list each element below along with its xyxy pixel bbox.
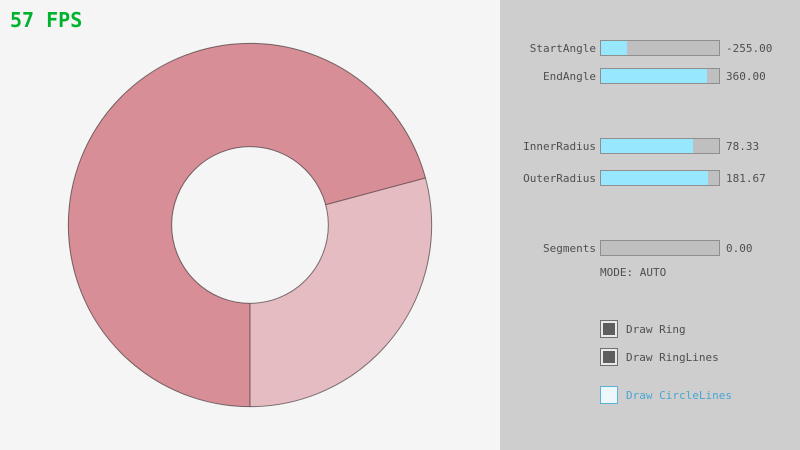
slider-fill	[601, 171, 709, 185]
segments-slider[interactable]	[600, 240, 720, 256]
slider-value: 78.33	[726, 140, 760, 153]
slider-row-outerradius: OuterRadius 181.67	[500, 170, 800, 186]
endangle-slider[interactable]	[600, 68, 720, 84]
checkbox-label: Draw RingLines	[626, 350, 719, 364]
slider-value: 0.00	[726, 242, 753, 255]
slider-label: StartAngle	[529, 42, 596, 55]
checkbox-box[interactable]	[600, 320, 618, 338]
startangle-slider[interactable]	[600, 40, 720, 56]
ring-chart	[67, 42, 433, 408]
slider-value: -255.00	[726, 42, 773, 55]
slider-value: 181.67	[726, 172, 766, 185]
checkbox-draw-ringlines[interactable]: Draw RingLines	[600, 348, 719, 366]
slider-row-segments: Segments 0.00	[500, 240, 800, 256]
checkbox-draw-ring[interactable]: Draw Ring	[600, 320, 686, 338]
slider-fill	[601, 139, 694, 153]
checkbox-label: Draw Ring	[626, 322, 686, 336]
slider-row-startangle: StartAngle -255.00	[500, 40, 800, 56]
mode-status-text: MODE: AUTO	[600, 266, 667, 279]
slider-label: InnerRadius	[523, 140, 596, 153]
ring-segment	[250, 177, 432, 407]
fps-counter: 57 FPS	[10, 8, 83, 32]
controls-panel: StartAngle -255.00 EndAngle 360.00 Inner…	[500, 0, 800, 450]
slider-row-endangle: EndAngle 360.00	[500, 68, 800, 84]
slider-fill	[601, 69, 708, 83]
ring-segment	[68, 43, 426, 407]
checkbox-box[interactable]	[600, 348, 618, 366]
slider-row-innerradius: InnerRadius 78.33	[500, 138, 800, 154]
outerradius-slider[interactable]	[600, 170, 720, 186]
checkbox-label: Draw CircleLines	[626, 388, 732, 402]
innerradius-slider[interactable]	[600, 138, 720, 154]
checkbox-box[interactable]	[600, 386, 618, 404]
slider-value: 360.00	[726, 70, 766, 83]
slider-label: OuterRadius	[523, 172, 596, 185]
slider-label: Segments	[543, 242, 596, 255]
checkbox-draw-circlelines[interactable]: Draw CircleLines	[600, 386, 732, 404]
slider-label: EndAngle	[543, 70, 596, 83]
slider-fill	[601, 41, 627, 55]
ring-lines	[67, 42, 433, 408]
